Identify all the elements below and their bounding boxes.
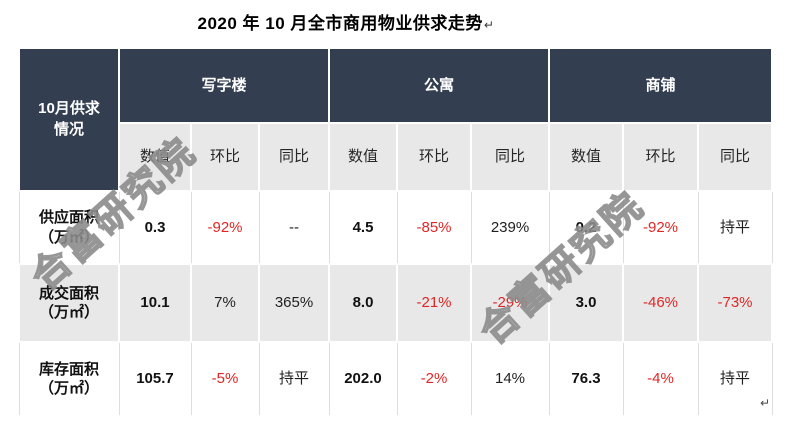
cell-transaction-office-yoy: 365% [258, 263, 330, 343]
cell-supply-apartment-yoy: 239% [470, 190, 550, 265]
corner-header-line1: 10月供求 [38, 100, 100, 118]
row-label-transaction: 成交面积 （万㎡） [18, 263, 120, 343]
subheader-shop-yoy: 同比 [697, 122, 773, 192]
cell-inventory-shop-mom: -4% [622, 341, 699, 417]
cell-supply-shop-value: 0.2 [548, 190, 624, 265]
cell-transaction-shop-value: 3.0 [548, 263, 624, 343]
row-label-inventory-line2: （万㎡） [38, 380, 99, 397]
cell-supply-shop-yoy: 持平 [697, 190, 773, 265]
subheader-shop-value: 数值 [548, 122, 624, 192]
cell-inventory-office-mom: -5% [190, 341, 260, 417]
paragraph-return-icon: ↵ [483, 17, 495, 32]
row-label-inventory-line1: 库存面积 [38, 360, 99, 378]
cell-inventory-apartment-value: 202.0 [328, 341, 398, 417]
corner-header-line2: 情况 [53, 120, 84, 138]
subheader-office-mom: 环比 [190, 122, 260, 192]
row-label-supply-line1: 供应面积 [38, 209, 99, 226]
cell-supply-shop-mom: -92% [622, 190, 699, 265]
paragraph-return-icon-footer: ↵ [760, 396, 771, 410]
cell-supply-office-mom: -92% [190, 190, 260, 265]
subheader-apartment-yoy: 同比 [470, 122, 550, 192]
cell-transaction-shop-yoy: -73% [697, 263, 773, 343]
subheader-apartment-mom: 环比 [396, 122, 472, 192]
row-label-inventory: 库存面积 （万㎡） [18, 341, 120, 417]
cell-inventory-apartment-yoy: 14% [470, 341, 550, 417]
cell-transaction-office-mom: 7% [190, 263, 260, 343]
group-header-apartment: 公寓 [328, 47, 550, 124]
table-row-inventory: 库存面积 （万㎡） 105.7 -5% 持平 202.0 -2% 14% 76.… [18, 341, 773, 417]
table-row-transaction: 成交面积 （万㎡） 10.1 7% 365% 8.0 -21% -29% 3.0… [18, 263, 773, 343]
cell-inventory-shop-yoy: 持平 [697, 341, 773, 417]
corner-header: 10月供求 情况 [18, 47, 120, 192]
title-text: 2020 年 10 月全市商用物业供求走势 [197, 14, 483, 33]
cell-supply-office-value: 0.3 [118, 190, 192, 265]
group-header-office: 写字楼 [118, 47, 330, 124]
cell-supply-office-yoy: -- [258, 190, 330, 265]
subheader-apartment-value: 数值 [328, 122, 398, 192]
cell-transaction-apartment-yoy: -29% [470, 263, 550, 343]
table-row-supply: 供应面积 （万㎡） 0.3 -92% -- 4.5 -85% 239% 0.2 … [18, 190, 773, 265]
page-title: 2020 年 10 月全市商用物业供求走势↵ [0, 9, 692, 34]
cell-supply-apartment-mom: -85% [396, 190, 472, 265]
supply-demand-table: 10月供求 情况 写字楼 公寓 商铺 数值 环比 同比 数值 环比 同比 数值 … [18, 47, 773, 417]
subheader-office-yoy: 同比 [258, 122, 330, 192]
subheader-shop-mom: 环比 [622, 122, 699, 192]
row-label-supply: 供应面积 （万㎡） [18, 190, 120, 265]
row-label-transaction-line2: （万㎡） [38, 304, 99, 321]
cell-supply-apartment-value: 4.5 [328, 190, 398, 265]
subheader-office-value: 数值 [118, 122, 192, 192]
group-header-shop: 商铺 [548, 47, 773, 124]
cell-transaction-office-value: 10.1 [118, 263, 192, 343]
cell-inventory-office-value: 105.7 [118, 341, 192, 417]
row-label-supply-line2: （万㎡） [38, 228, 99, 246]
cell-transaction-shop-mom: -46% [622, 263, 699, 343]
cell-inventory-shop-value: 76.3 [548, 341, 624, 417]
cell-inventory-office-yoy: 持平 [258, 341, 330, 417]
cell-inventory-apartment-mom: -2% [396, 341, 472, 417]
cell-transaction-apartment-mom: -21% [396, 263, 472, 343]
cell-transaction-apartment-value: 8.0 [328, 263, 398, 343]
row-label-transaction-line1: 成交面积 [38, 284, 99, 302]
